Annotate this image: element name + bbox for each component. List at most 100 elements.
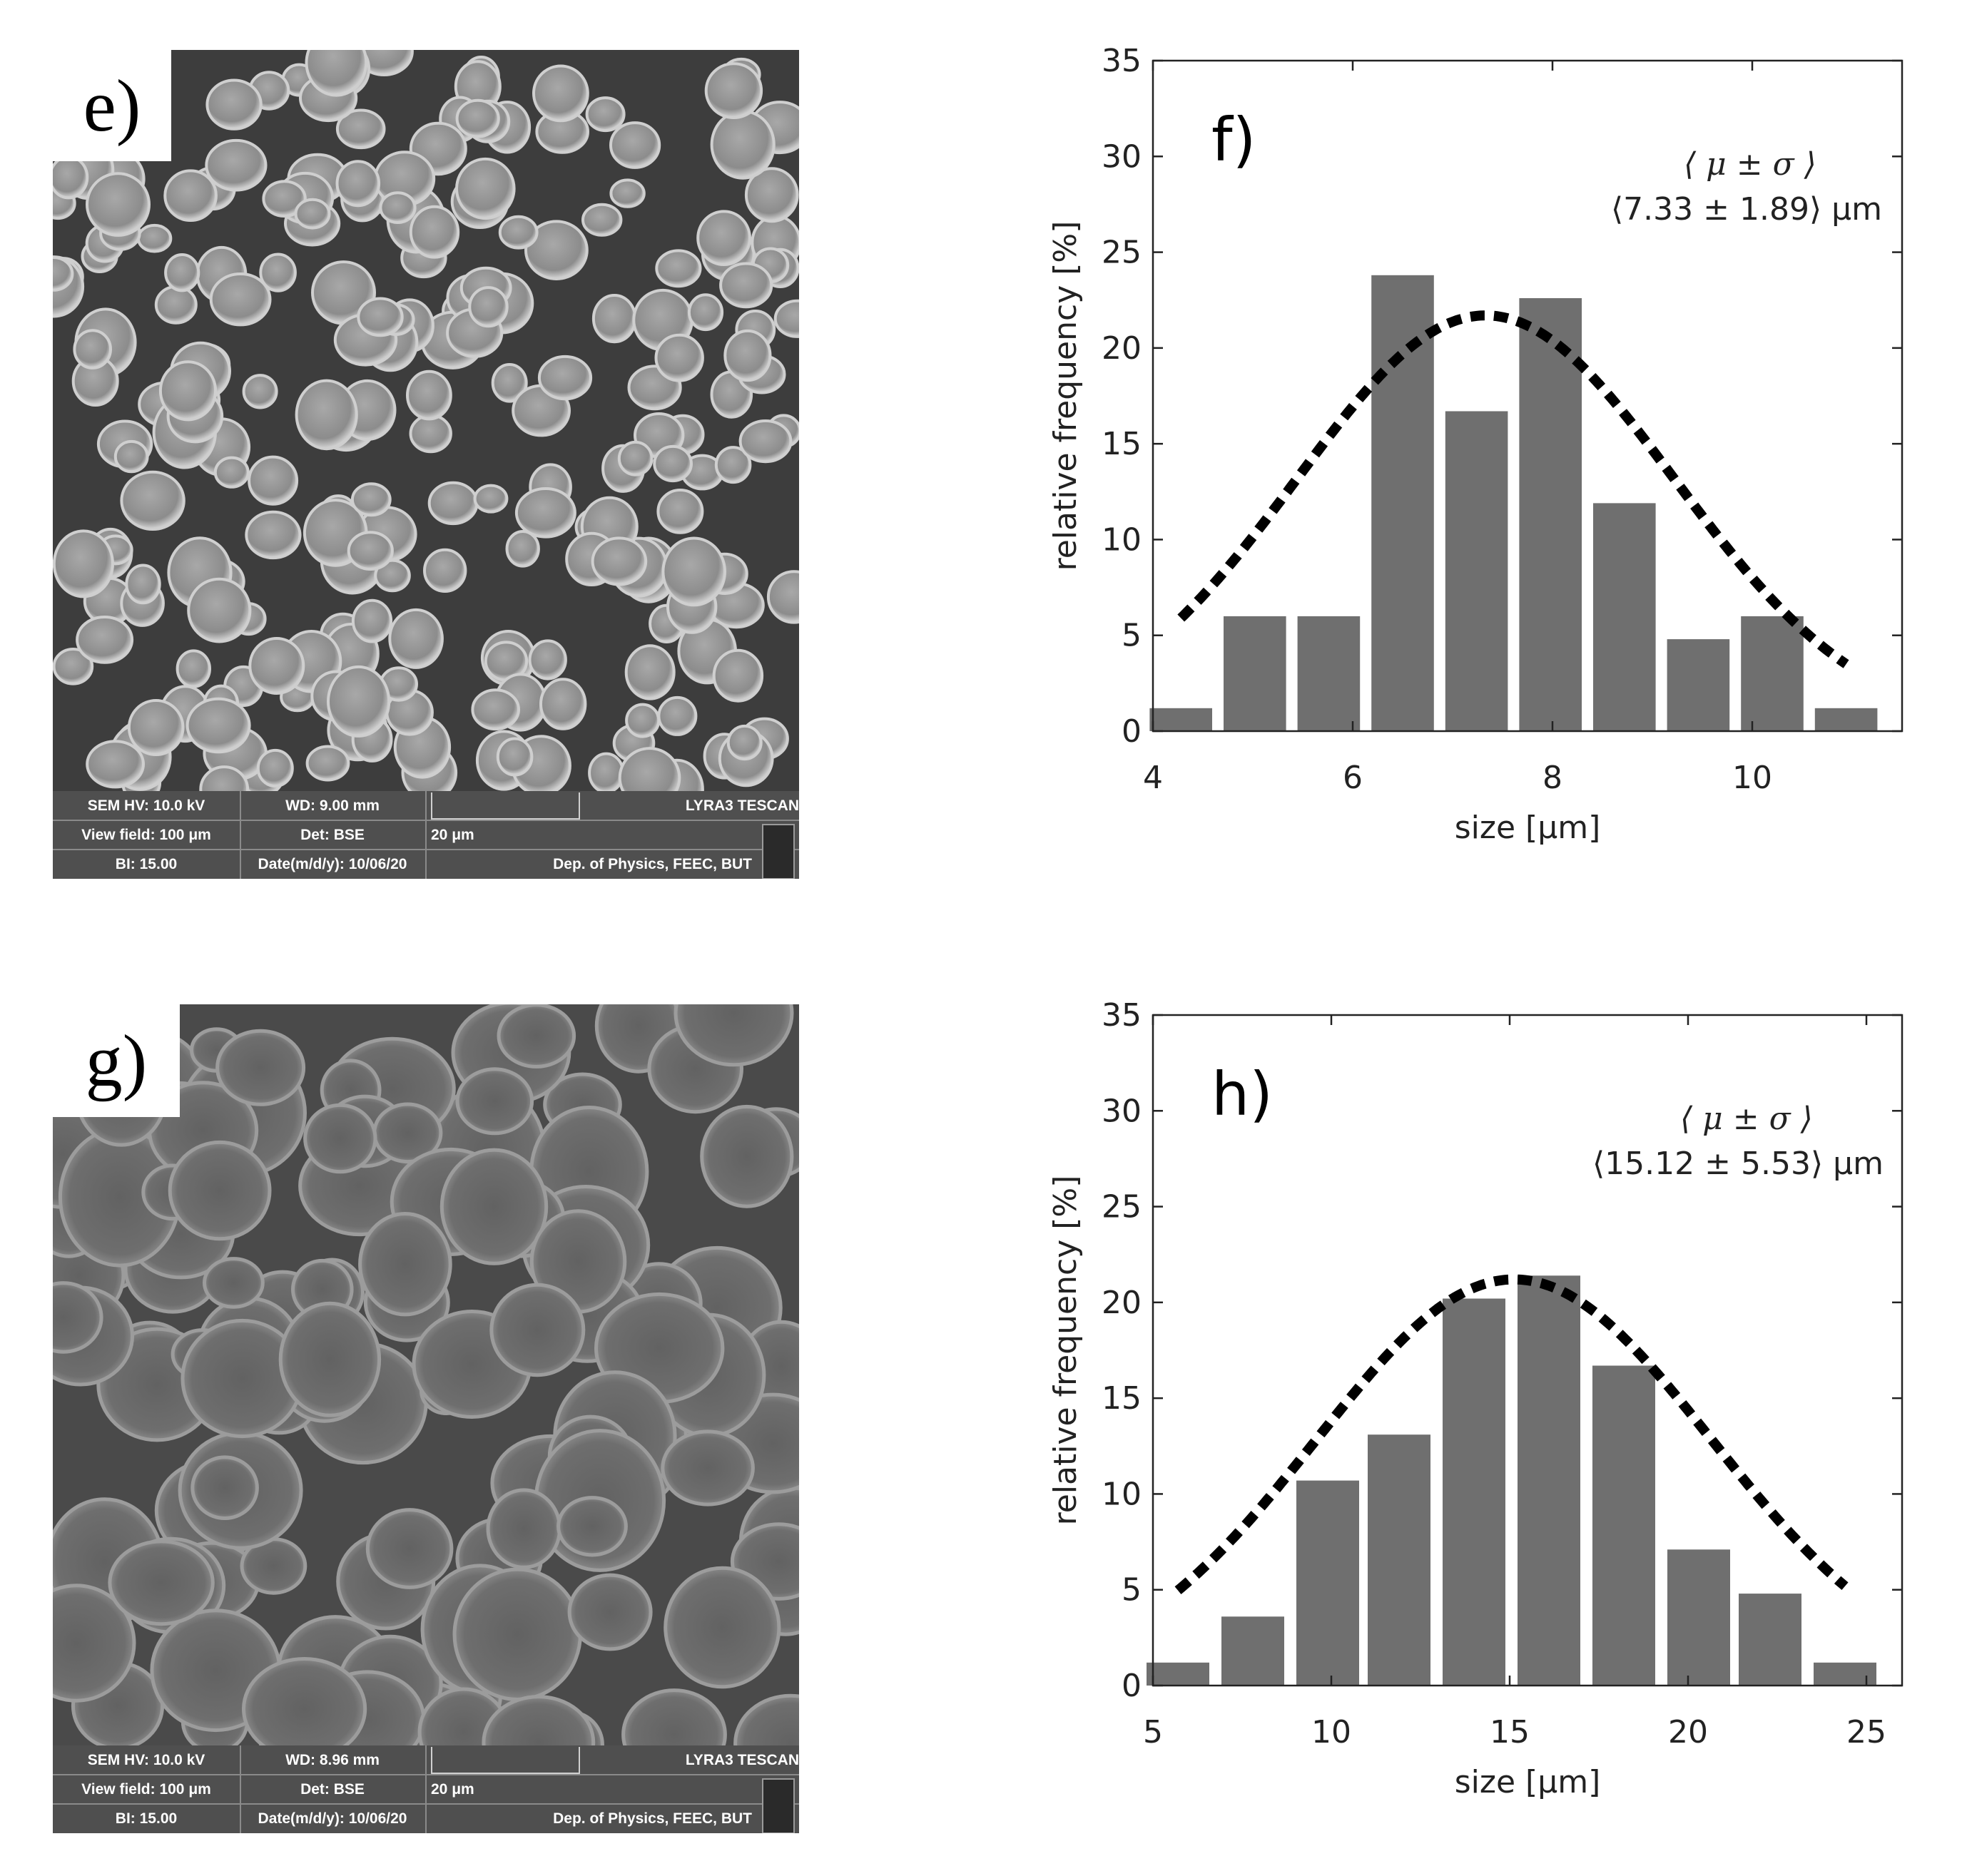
- sem-grain: [158, 360, 218, 422]
- sem-grain: [305, 745, 350, 782]
- detector-e: Det: BSE: [300, 827, 365, 843]
- sem-grain: [489, 1283, 586, 1377]
- sem-grain: [588, 752, 625, 792]
- sem-grain: [187, 577, 252, 643]
- sem-grain: [86, 740, 145, 789]
- y-tick-label: 25: [1102, 1189, 1142, 1225]
- histogram-chart-h: 0 5 10 15 20 25 30 35 5 10 15 20 25 size [μm] relative…: [1013, 954, 1967, 1810]
- sem-hv-e: SEM HV: 10.0 kV: [87, 797, 205, 814]
- histogram-bar: [1739, 1594, 1801, 1686]
- sem-grain: [654, 333, 704, 382]
- histogram-bar: [1667, 1549, 1730, 1686]
- sem-grain: [245, 510, 302, 560]
- histogram-bar: [1667, 639, 1730, 731]
- x-tick-label: 15: [1490, 1714, 1530, 1750]
- histogram-bar: [1592, 1365, 1655, 1686]
- y-tick-label: 20: [1102, 1285, 1142, 1321]
- sem-grain: [136, 223, 173, 253]
- sem-grain: [120, 470, 185, 531]
- sem-grain: [113, 439, 149, 474]
- sem-grain: [203, 1257, 265, 1309]
- scale-bar-g: [431, 1747, 580, 1774]
- sem-grain: [624, 644, 676, 700]
- sem-grain: [514, 487, 576, 539]
- sem-texture-e: [53, 50, 799, 792]
- annotation-mu-sigma-f: ⟨ μ ± σ ⟩: [1684, 146, 1816, 183]
- dept-g: Dep. of Physics, FEEC, BUT: [553, 1810, 752, 1827]
- sem-grain: [655, 249, 702, 288]
- bi-g: BI: 15.00: [115, 1810, 178, 1827]
- sem-grain: [712, 648, 764, 703]
- x-axis-label: size [μm]: [1455, 810, 1601, 846]
- sem-grain: [497, 1004, 576, 1069]
- histogram-bar: [1741, 616, 1804, 731]
- sem-grain: [704, 62, 763, 119]
- sem-grain: [108, 1539, 215, 1626]
- y-axis-label: relative frequency [%]: [1047, 221, 1084, 571]
- sem-grain: [661, 536, 727, 607]
- sem-grain: [53, 1281, 103, 1354]
- view-field-e: View field: 100 μm: [81, 827, 211, 843]
- sem-grain: [664, 1566, 781, 1689]
- x-tick-label: 6: [1343, 760, 1363, 796]
- sem-grain: [653, 444, 693, 483]
- sem-grain: [256, 748, 294, 788]
- x-tick-label: 10: [1732, 760, 1772, 796]
- detector-g: Det: BSE: [300, 1781, 365, 1798]
- sem-grain: [528, 639, 567, 680]
- sem-grain: [259, 253, 297, 292]
- sem-grain: [618, 747, 681, 792]
- sem-grain: [213, 456, 250, 489]
- histogram-bar: [1147, 1662, 1209, 1686]
- sem-grain: [350, 482, 392, 517]
- sem-grain: [53, 648, 94, 685]
- sem-texture-g: [53, 1004, 799, 1746]
- sem-grain: [379, 191, 417, 225]
- panel-label: h): [1211, 1059, 1273, 1129]
- sem-info-bar-g: SEM HV: 10.0 kV WD: 8.96 mm LYRA3 TESCAN…: [53, 1745, 799, 1833]
- sem-grain: [242, 374, 278, 409]
- panel-label-e: e): [53, 50, 171, 161]
- sem-grain: [365, 1508, 454, 1589]
- sem-grain: [455, 157, 516, 220]
- sem-grain: [468, 286, 509, 328]
- gaussian-fit-curve: [1177, 310, 1849, 668]
- sem-grain: [539, 678, 587, 730]
- sem-grain: [357, 297, 404, 337]
- sem-grain: [773, 299, 799, 338]
- y-tick-label: 0: [1122, 1668, 1142, 1704]
- annotation-value-f: ⟨7.33 ± 1.89⟩ μm: [1611, 191, 1882, 228]
- x-tick-label: 25: [1846, 1714, 1886, 1750]
- sem-grain: [687, 293, 724, 332]
- sem-grain: [199, 765, 250, 792]
- sem-grain: [723, 329, 772, 382]
- sem-grain: [524, 220, 589, 281]
- sem-grain: [591, 536, 648, 586]
- sem-grain: [205, 138, 268, 192]
- sem-grain: [305, 50, 368, 97]
- x-axis-label: size [μm]: [1455, 1764, 1601, 1800]
- sem-grain: [482, 1695, 596, 1746]
- sem-grain: [455, 98, 500, 138]
- sem-grain: [496, 737, 534, 777]
- sem-grain: [744, 167, 799, 223]
- sem-grain: [617, 440, 654, 476]
- sem-grain: [127, 699, 185, 756]
- sem-grain: [335, 160, 381, 208]
- sem-grain: [351, 598, 393, 643]
- sem-grain: [452, 1567, 582, 1701]
- sem-grain: [556, 1496, 628, 1557]
- dept-e: Dep. of Physics, FEEC, BUT: [553, 856, 752, 872]
- sem-grain: [358, 1212, 452, 1317]
- y-tick-label: 10: [1102, 1476, 1142, 1512]
- y-tick-label: 35: [1102, 43, 1142, 79]
- sem-grain: [423, 548, 467, 593]
- sem-grain: [295, 379, 358, 451]
- sem-grain: [591, 294, 637, 344]
- date-g: Date(m/d/y): 10/06/20: [258, 1810, 407, 1827]
- sem-grain: [719, 262, 773, 309]
- scale-bar-e: [431, 792, 580, 820]
- sem-image-e: e) SEM HV: 10.0 kV WD: 9.00 mm LYRA3 TES…: [53, 50, 799, 879]
- tescan-logo-e: [762, 824, 795, 879]
- histogram-bar: [1149, 708, 1212, 731]
